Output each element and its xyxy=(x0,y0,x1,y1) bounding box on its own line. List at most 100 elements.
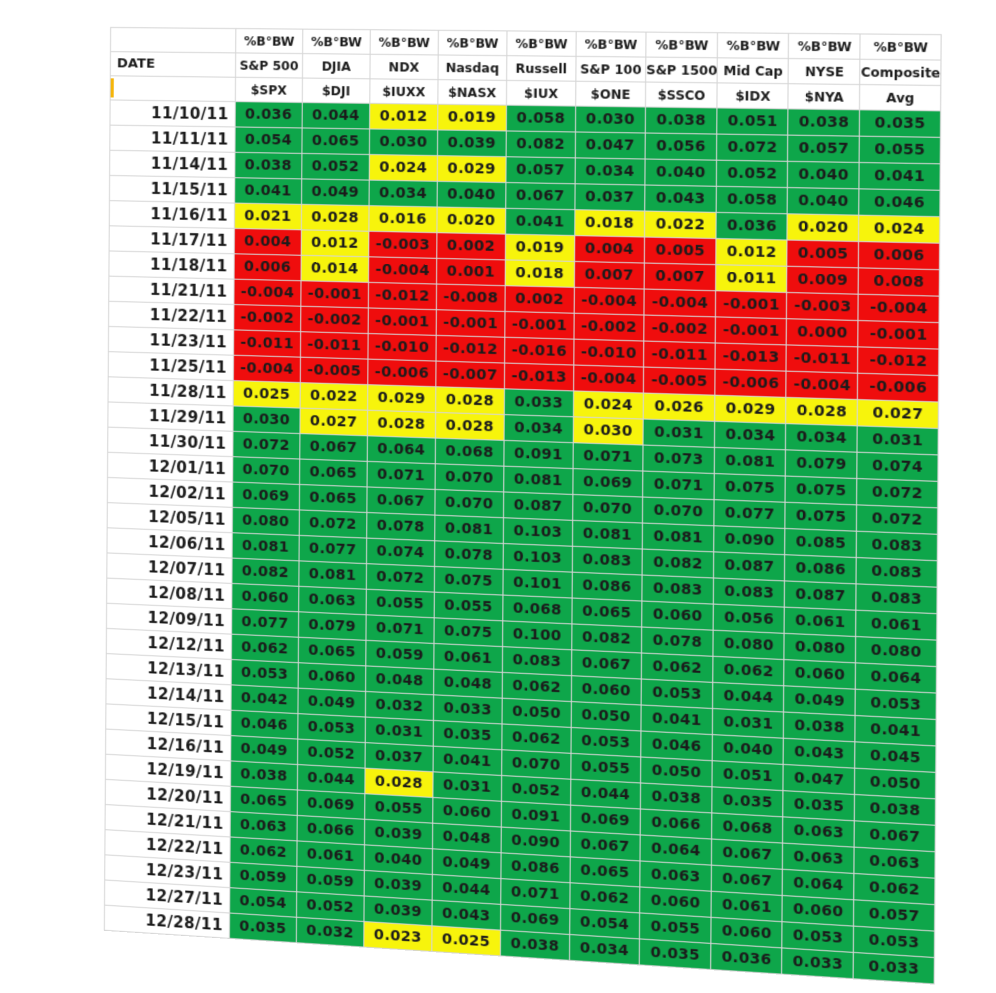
value-cell[interactable]: 0.033 xyxy=(504,389,573,417)
col-metric[interactable]: %B°BW xyxy=(646,32,718,58)
value-cell[interactable]: 0.054 xyxy=(235,127,302,153)
value-cell[interactable]: -0.004 xyxy=(234,279,301,306)
col-symbol[interactable]: $DJI xyxy=(302,78,370,103)
value-cell[interactable]: 0.041 xyxy=(506,208,575,235)
value-cell[interactable]: 0.037 xyxy=(575,184,645,211)
value-cell[interactable]: 0.005 xyxy=(787,240,859,268)
value-cell[interactable]: 0.041 xyxy=(859,163,940,191)
value-cell[interactable]: 0.048 xyxy=(433,823,502,853)
value-cell[interactable]: 0.063 xyxy=(783,817,855,847)
value-cell[interactable]: 0.038 xyxy=(235,152,302,179)
value-cell[interactable]: 0.061 xyxy=(856,610,937,640)
value-cell[interactable]: 0.035 xyxy=(639,939,711,970)
date-cell[interactable]: 11/17/11 xyxy=(109,226,234,254)
value-cell[interactable]: 0.087 xyxy=(504,492,573,520)
active-cell[interactable] xyxy=(110,76,235,102)
col-name[interactable]: Mid Cap xyxy=(718,58,789,84)
value-cell[interactable]: 0.040 xyxy=(788,161,860,189)
value-cell[interactable]: 0.018 xyxy=(505,260,574,287)
value-cell[interactable]: 0.047 xyxy=(783,764,855,794)
value-cell[interactable]: -0.013 xyxy=(716,343,787,371)
value-cell[interactable]: 0.053 xyxy=(856,689,937,719)
value-cell[interactable]: 0.073 xyxy=(643,445,715,474)
value-cell[interactable]: -0.004 xyxy=(786,371,858,399)
value-cell[interactable]: 0.070 xyxy=(642,497,714,526)
value-cell[interactable]: 0.038 xyxy=(645,107,717,134)
value-cell[interactable]: 0.031 xyxy=(643,419,715,447)
value-cell[interactable]: 0.026 xyxy=(643,393,715,421)
col-symbol[interactable]: $NYA xyxy=(788,84,860,110)
value-cell[interactable]: -0.006 xyxy=(858,373,939,402)
value-cell[interactable]: 0.100 xyxy=(503,621,572,650)
value-cell[interactable]: 0.060 xyxy=(232,583,299,611)
value-cell[interactable]: 0.069 xyxy=(232,482,299,510)
value-cell[interactable]: 0.064 xyxy=(856,663,937,693)
value-cell[interactable]: 0.041 xyxy=(433,746,502,775)
value-cell[interactable]: 0.066 xyxy=(640,809,712,839)
value-cell[interactable]: -0.012 xyxy=(436,335,505,363)
value-cell[interactable]: 0.004 xyxy=(234,228,301,255)
value-cell[interactable]: 0.077 xyxy=(714,500,785,529)
value-cell[interactable]: 0.021 xyxy=(234,203,301,230)
value-cell[interactable]: -0.002 xyxy=(301,306,369,333)
value-cell[interactable]: 0.083 xyxy=(502,647,571,676)
value-cell[interactable]: 0.055 xyxy=(571,753,641,783)
value-cell[interactable]: 0.078 xyxy=(435,541,504,570)
value-cell[interactable]: 0.053 xyxy=(298,714,366,743)
value-cell[interactable]: 0.046 xyxy=(231,710,298,739)
value-cell[interactable]: 0.041 xyxy=(855,716,936,746)
value-cell[interactable]: 0.052 xyxy=(302,153,370,180)
value-cell[interactable]: 0.044 xyxy=(297,765,365,794)
value-cell[interactable]: 0.020 xyxy=(787,214,859,242)
value-cell[interactable]: 0.033 xyxy=(854,952,935,984)
value-cell[interactable]: 0.061 xyxy=(785,607,857,636)
value-cell[interactable]: 0.060 xyxy=(433,797,502,827)
value-cell[interactable]: 0.049 xyxy=(231,736,298,765)
value-cell[interactable]: 0.065 xyxy=(302,128,370,155)
value-cell[interactable]: 0.062 xyxy=(502,724,571,753)
col-metric[interactable]: %B°BW xyxy=(236,29,303,54)
value-cell[interactable]: -0.010 xyxy=(574,339,644,367)
date-cell[interactable]: 11/10/11 xyxy=(110,100,235,127)
value-cell[interactable]: -0.004 xyxy=(233,355,300,382)
value-cell[interactable]: 0.079 xyxy=(786,450,858,479)
value-cell[interactable]: 0.012 xyxy=(370,103,438,130)
value-cell[interactable]: 0.029 xyxy=(368,385,436,413)
value-cell[interactable]: 0.034 xyxy=(715,421,786,449)
date-cell[interactable]: 11/15/11 xyxy=(109,175,234,203)
value-cell[interactable]: 0.043 xyxy=(784,738,856,768)
value-cell[interactable]: 0.071 xyxy=(643,471,715,500)
value-cell[interactable]: 0.063 xyxy=(299,586,367,614)
value-cell[interactable]: 0.050 xyxy=(571,702,641,731)
value-cell[interactable]: 0.038 xyxy=(640,783,712,813)
value-cell[interactable]: -0.001 xyxy=(716,317,787,345)
corner-cell[interactable] xyxy=(110,27,235,52)
col-symbol[interactable]: $NASX xyxy=(438,80,507,106)
value-cell[interactable]: 0.081 xyxy=(232,533,299,561)
value-cell[interactable]: -0.005 xyxy=(643,367,715,395)
value-cell[interactable]: 0.033 xyxy=(433,695,502,724)
value-cell[interactable]: 0.023 xyxy=(364,922,432,952)
value-cell[interactable]: 0.034 xyxy=(575,158,645,185)
value-cell[interactable]: 0.031 xyxy=(713,709,784,739)
value-cell[interactable]: 0.006 xyxy=(859,242,940,270)
value-cell[interactable]: -0.001 xyxy=(716,291,787,319)
value-cell[interactable]: -0.010 xyxy=(368,334,436,362)
value-cell[interactable]: 0.038 xyxy=(230,761,297,790)
value-cell[interactable]: 0.024 xyxy=(859,215,940,243)
value-cell[interactable]: 0.083 xyxy=(642,575,714,604)
col-metric[interactable]: %B°BW xyxy=(303,29,371,54)
value-cell[interactable]: 0.068 xyxy=(503,595,572,624)
value-cell[interactable]: 0.075 xyxy=(786,476,858,505)
value-cell[interactable]: 0.086 xyxy=(572,572,642,601)
value-cell[interactable]: 0.036 xyxy=(716,212,787,240)
value-cell[interactable]: 0.040 xyxy=(645,159,717,186)
value-cell[interactable]: 0.019 xyxy=(505,234,574,261)
value-cell[interactable]: -0.012 xyxy=(858,347,939,376)
value-cell[interactable]: 0.040 xyxy=(788,188,860,216)
value-cell[interactable]: 0.068 xyxy=(712,813,783,843)
value-cell[interactable]: 0.087 xyxy=(785,581,857,610)
value-cell[interactable]: 0.080 xyxy=(856,637,937,667)
value-cell[interactable]: -0.001 xyxy=(301,281,369,308)
value-cell[interactable]: 0.005 xyxy=(644,237,716,265)
